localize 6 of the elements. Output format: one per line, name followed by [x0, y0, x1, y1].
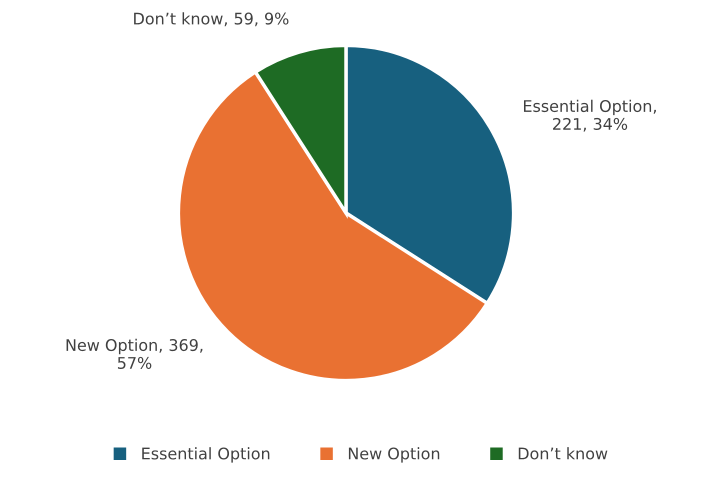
data-label: Essential Option, 221, 34% [524, 100, 656, 132]
data-label: New Option, 369, 57% [66, 338, 202, 369]
legend-label: Don’t know [518, 447, 608, 460]
legend-label: Essential Option [142, 447, 270, 463]
legend-label: New Option [348, 447, 440, 463]
data-label: Don’t know, 59, 9% [134, 12, 288, 26]
